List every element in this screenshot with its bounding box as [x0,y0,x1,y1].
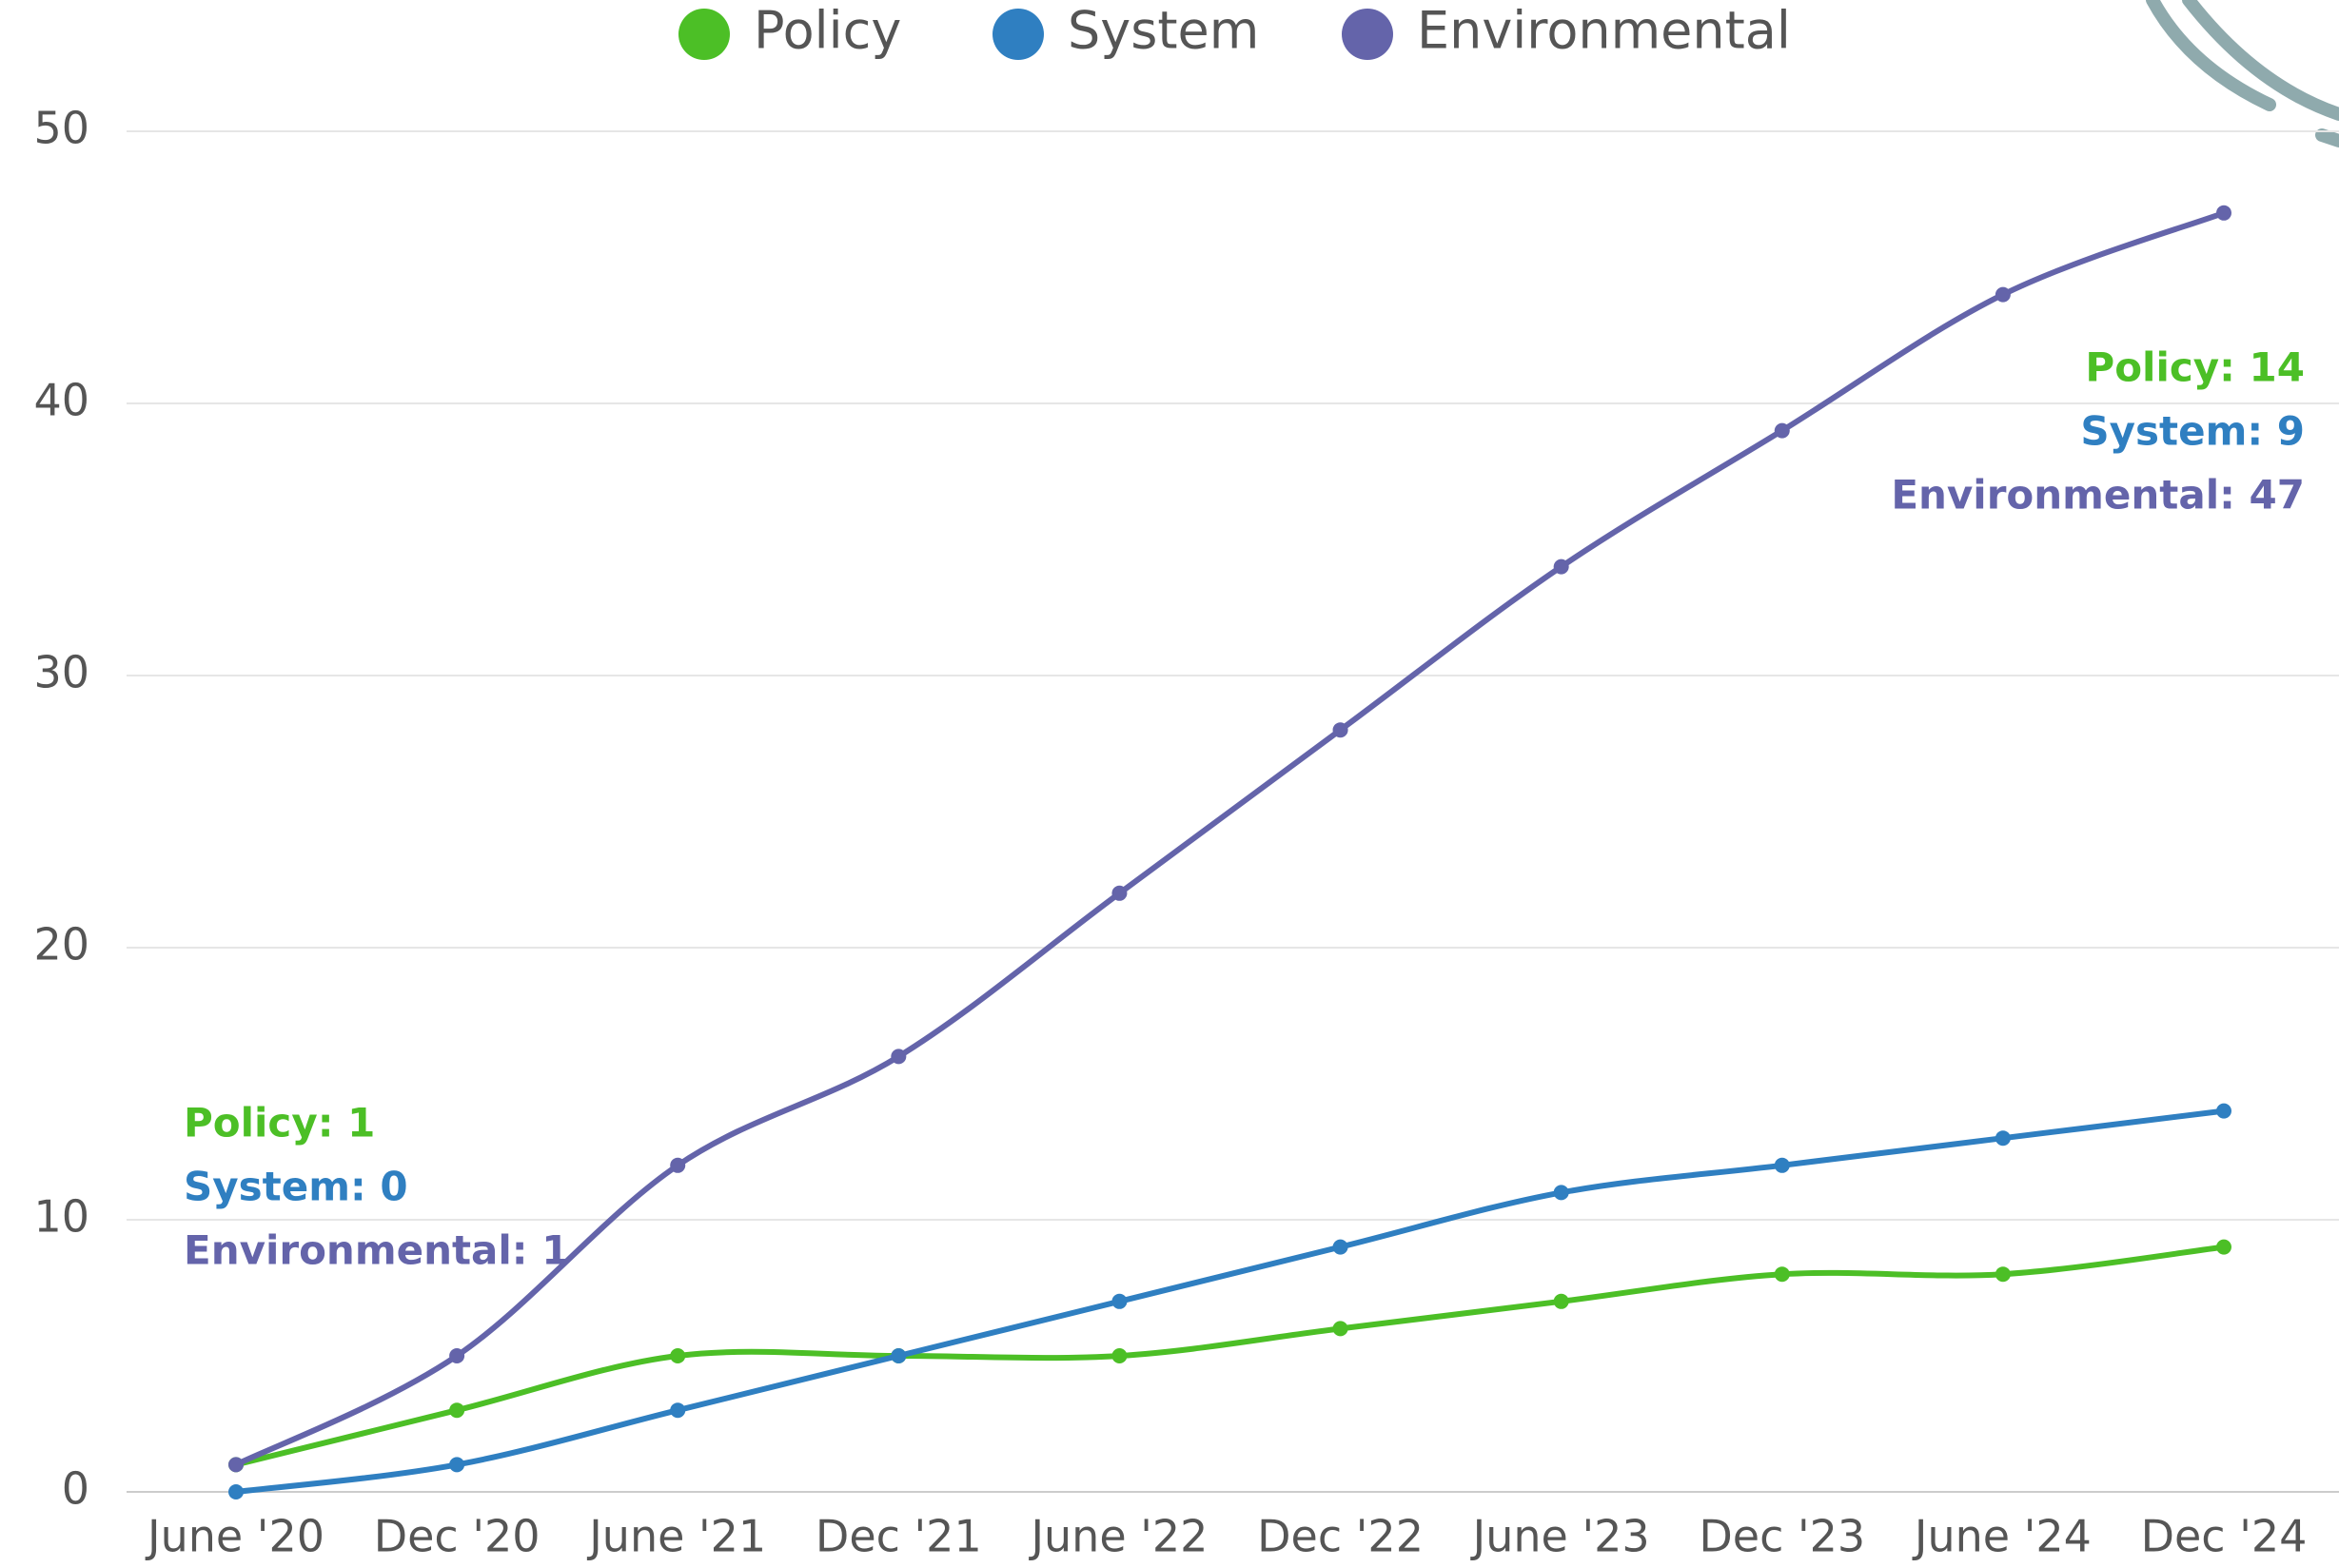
x-tick-label: June '24 [1912,1511,2092,1562]
annotation: Environmental: 47 [1891,472,2305,519]
legend-marker [1342,9,1393,60]
data-point [2216,1103,2231,1119]
series-line [234,209,2226,1468]
data-point [228,1484,244,1499]
x-tick-label: Dec '23 [1699,1511,1865,1562]
series-line [235,1107,2225,1495]
x-tick-label: Dec '20 [374,1511,541,1562]
data-point [670,1157,686,1173]
data-point [1774,422,1790,439]
x-tick-label: Dec '21 [816,1511,982,1562]
deco-arc [2146,0,2276,111]
y-tick-label: 10 [33,1191,89,1243]
annotation: System: 0 [184,1164,408,1210]
data-point [1995,286,2011,303]
data-point [670,1348,686,1363]
data-point [670,1402,686,1419]
data-point [1111,885,1128,901]
data-point [1553,1293,1569,1309]
y-tick-label: 40 [33,375,89,426]
data-point [1995,1130,2011,1147]
data-point [2216,205,2231,221]
data-point [1995,1266,2011,1283]
data-point [1774,1266,1790,1283]
data-point [891,1348,907,1363]
data-point [1774,1157,1790,1173]
data-point [1111,1293,1128,1309]
decoration [2146,0,2339,147]
y-tick-label: 20 [33,919,89,970]
deco-arc [2315,128,2339,147]
data-point [891,1049,907,1065]
data-point [449,1457,465,1473]
x-tick-label: June '22 [1028,1511,1208,1562]
data-point [449,1348,465,1363]
data-point [228,1457,244,1473]
data-point [1332,722,1348,738]
data-point [1553,1185,1569,1201]
annotation: System: 9 [2080,408,2305,455]
data-point [1111,1348,1128,1363]
deco-arc [2182,0,2339,121]
legend-marker [993,9,1044,60]
y-tick-label: 30 [33,647,89,698]
legend-label: Environmental [1417,1,1791,61]
annotation: Policy: 1 [184,1100,375,1147]
x-tick-label: June '20 [145,1511,324,1562]
y-tick-label: 0 [62,1463,89,1515]
legend-marker [678,9,730,60]
data-point [1553,559,1569,575]
data-point [449,1402,465,1419]
x-tick-label: June '21 [586,1511,766,1562]
annotation: Policy: 14 [2085,344,2305,391]
legend-label: Policy [754,1,901,61]
series-line [235,1244,2225,1468]
x-tick-label: June '23 [1470,1511,1650,1562]
x-tick-label: Dec '24 [2141,1511,2308,1562]
data-point [1332,1239,1348,1255]
x-tick-label: Dec '22 [1257,1511,1424,1562]
legend-label: System [1068,1,1259,61]
annotation: Environmental: 1 [184,1227,569,1274]
data-point [1332,1321,1348,1337]
y-tick-label: 50 [33,103,89,154]
data-point [2216,1239,2231,1255]
